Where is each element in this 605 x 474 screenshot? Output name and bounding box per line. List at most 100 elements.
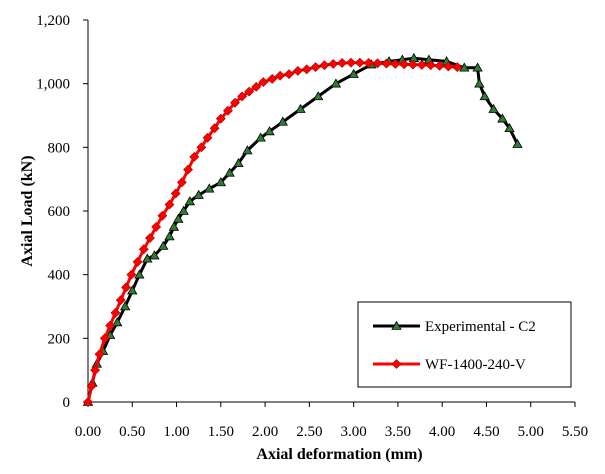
data-point (319, 60, 330, 71)
data-point (157, 210, 168, 221)
data-point (301, 64, 312, 75)
x-axis-ticks: 0.00 0.50 1.00 1.50 2.00 2.50 3.00 3.50 4.00 4.50… (75, 402, 588, 440)
y-tick-label: 400 (48, 268, 71, 284)
data-point (115, 295, 126, 306)
data-point (479, 91, 490, 101)
data-point (488, 103, 499, 113)
data-point (158, 240, 169, 250)
data-point (354, 57, 365, 68)
data-point (99, 333, 110, 344)
data-point (284, 69, 294, 80)
data-point (330, 78, 342, 88)
data-point (372, 58, 383, 69)
data-point (176, 177, 187, 188)
data-point (416, 59, 427, 70)
data-point (112, 317, 123, 327)
x-tick-label: 5.50 (562, 424, 588, 440)
data-point (399, 59, 410, 70)
x-tick-label: 1.00 (163, 424, 189, 440)
data-point (193, 189, 204, 199)
data-point (230, 97, 240, 108)
x-tick-label: 3.50 (385, 424, 411, 440)
data-point (164, 199, 175, 210)
data-point (425, 60, 436, 71)
data-point (196, 142, 207, 153)
legend-label: Experimental - C2 (425, 319, 536, 335)
data-point (313, 91, 324, 101)
data-point (244, 86, 255, 97)
data-point (126, 269, 137, 280)
series-2 (83, 57, 463, 407)
legend-label: WF-1400-240-V (425, 357, 526, 373)
data-point (258, 77, 269, 87)
data-point (275, 70, 286, 81)
data-point (132, 257, 143, 267)
data-point (497, 113, 508, 123)
x-tick-label: 5.00 (518, 424, 544, 440)
data-point (472, 62, 483, 72)
data-point (204, 183, 215, 193)
data-point (173, 213, 184, 223)
data-point (328, 59, 339, 69)
data-point (134, 269, 145, 279)
data-point (209, 123, 220, 134)
data-point (233, 157, 244, 168)
data-point (149, 250, 160, 260)
data-point (202, 132, 213, 143)
legend-box (357, 301, 572, 388)
data-point (215, 177, 227, 187)
data-point (255, 132, 266, 142)
data-point (164, 231, 175, 241)
data-point (189, 151, 200, 162)
data-point (337, 58, 348, 68)
legend-marker (391, 359, 402, 369)
data-point (170, 188, 181, 199)
data-point (151, 221, 162, 232)
y-tick-label: 1,200 (36, 13, 70, 29)
data-point (390, 59, 401, 69)
data-point (277, 116, 288, 126)
data-point (267, 73, 278, 84)
data-point (346, 57, 356, 68)
x-tick-label: 4.00 (429, 424, 455, 440)
data-point (94, 349, 105, 360)
data-point (512, 138, 523, 148)
data-point (295, 103, 306, 113)
data-point (310, 62, 321, 73)
data-point (408, 59, 418, 70)
y-axis-ticks: 0 200 400 600 800 1,000 1,200 (36, 13, 88, 411)
legend-marker (391, 320, 402, 330)
data-point (86, 381, 97, 392)
legend: Experimental - C2 WF-1400-240-V (357, 301, 572, 388)
y-tick-label: 0 (63, 395, 71, 411)
x-tick-label: 4.50 (473, 424, 499, 440)
data-point (119, 301, 131, 311)
data-point (224, 167, 235, 177)
x-tick-label: 0.50 (119, 424, 145, 440)
x-tick-label: 0.00 (75, 424, 101, 440)
data-point (242, 145, 253, 155)
data-point (251, 81, 262, 92)
data-point (264, 126, 275, 136)
data-point (121, 282, 131, 293)
series-1 (82, 52, 523, 406)
data-point (237, 91, 247, 102)
series-layer (82, 52, 523, 407)
x-tick-label: 3.00 (341, 424, 367, 440)
y-tick-label: 600 (48, 204, 71, 220)
data-point (348, 68, 359, 78)
data-point (452, 62, 463, 73)
data-point (222, 105, 233, 116)
data-point (184, 196, 196, 206)
data-point (138, 244, 149, 255)
data-point (443, 61, 454, 72)
y-axis-title: Axial Load (kN) (19, 155, 36, 266)
data-point (178, 205, 189, 215)
x-tick-label: 2.00 (252, 424, 278, 440)
data-point (434, 60, 445, 71)
data-point (183, 164, 193, 175)
data-point (127, 285, 138, 295)
data-point (215, 113, 226, 124)
